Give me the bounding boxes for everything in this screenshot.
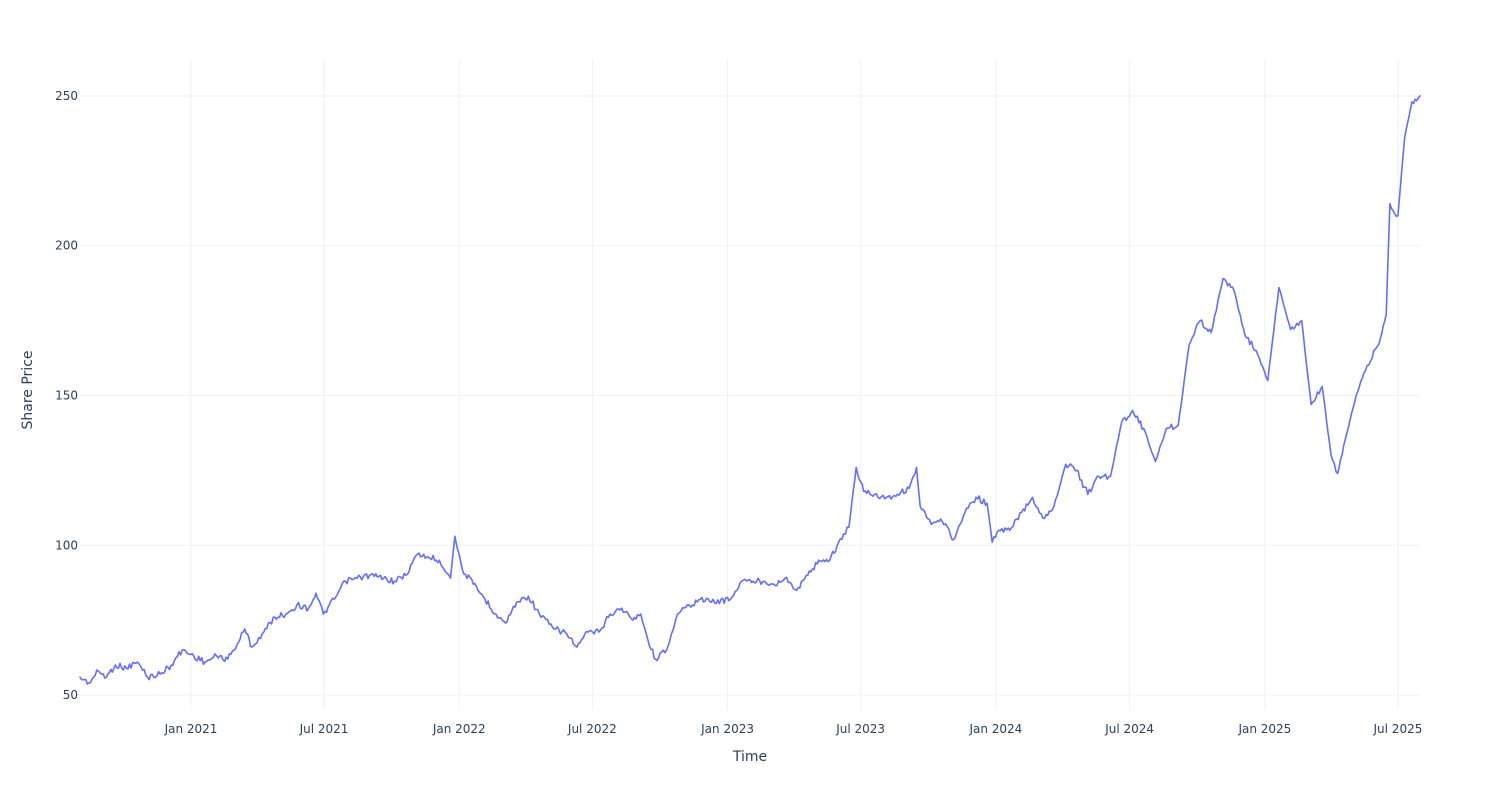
series-line	[79, 95, 1421, 685]
x-tick-label: Jul 2025	[1373, 722, 1423, 736]
x-tick-label: Jul 2021	[299, 722, 349, 736]
series-layer	[79, 95, 1421, 685]
vertical-grid-lines	[190, 60, 1399, 710]
y-tick-labels: 50 100 150 200 250	[55, 89, 78, 702]
y-tick-label: 250	[55, 89, 78, 103]
x-tick-label: Jul 2023	[835, 722, 885, 736]
y-tick-label: 50	[63, 688, 78, 702]
x-tick-label: Jan 2021	[164, 722, 218, 736]
x-tick-label: Jan 2022	[432, 722, 486, 736]
x-tick-label: Jan 2024	[968, 722, 1022, 736]
x-tick-labels: Jan 2021 Jul 2021 Jan 2022 Jul 2022 Jan 2023…	[164, 722, 1423, 736]
y-axis-title: Share Price	[20, 350, 36, 429]
x-tick-label: Jan 2025	[1237, 722, 1291, 736]
y-tick-label: 200	[55, 239, 78, 253]
x-axis-title: Time	[732, 749, 767, 765]
y-tick-label: 100	[55, 538, 78, 552]
x-tick-label: Jan 2023	[700, 722, 754, 736]
x-tick-label: Jul 2022	[567, 722, 617, 736]
horizontal-grid-lines	[80, 95, 1420, 696]
x-tick-label: Jul 2024	[1104, 722, 1154, 736]
y-tick-label: 150	[55, 388, 78, 402]
